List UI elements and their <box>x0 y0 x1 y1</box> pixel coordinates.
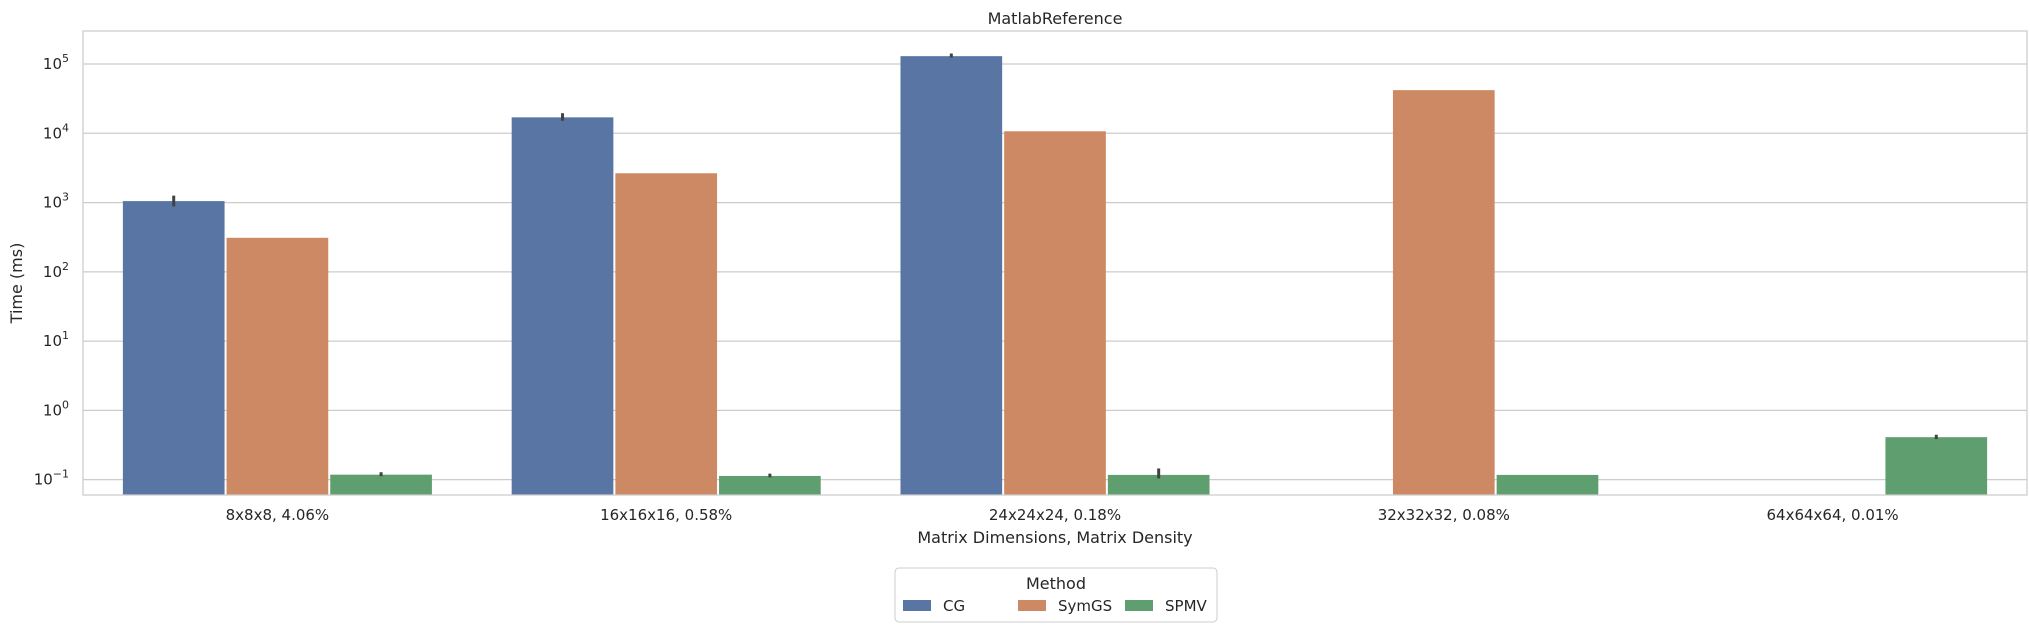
y-tick-label: 100 <box>43 398 69 419</box>
bar-symgs <box>1004 131 1106 495</box>
bar-cg <box>511 117 614 496</box>
legend-label: SymGS <box>1058 597 1112 615</box>
x-tick-labels: 8x8x8, 4.06% 16x16x16, 0.58% 24x24x24, 0.1… <box>226 506 1899 524</box>
x-tick-label: 64x64x64, 0.01% <box>1766 506 1898 524</box>
x-tick-label: 16x16x16, 0.58% <box>600 506 732 524</box>
legend-swatch-spmv <box>1125 600 1153 611</box>
y-tick-label: 104 <box>43 121 69 142</box>
x-tick-label: 24x24x24, 0.18% <box>989 506 1121 524</box>
bar-cg <box>122 201 225 496</box>
chart-title: MatlabReference <box>988 9 1123 28</box>
y-tick-label: 101 <box>43 329 69 350</box>
y-tick-label: 105 <box>43 52 69 73</box>
bar-spmv <box>1496 474 1599 495</box>
legend-title: Method <box>1026 574 1086 593</box>
legend-swatch-symgs <box>1018 600 1046 611</box>
legend-entries: CG SymGS SPMV <box>903 597 1208 615</box>
bar-spmv <box>330 474 432 495</box>
x-axis-label: Matrix Dimensions, Matrix Density <box>917 528 1192 547</box>
bar-cg <box>900 56 1003 495</box>
legend-label: SPMV <box>1165 597 1208 615</box>
bar-spmv <box>1107 474 1210 495</box>
bars <box>122 56 1988 496</box>
y-tick-label: 102 <box>43 260 69 281</box>
bar-symgs <box>1392 90 1495 495</box>
bar-spmv <box>1885 437 1988 495</box>
bar-symgs <box>615 173 718 495</box>
y-tick-label: 103 <box>43 191 69 212</box>
bar-spmv <box>719 475 821 495</box>
legend-label: CG <box>943 597 965 615</box>
y-tick-label: 10−1 <box>34 468 69 489</box>
y-tick-labels: 10−1 100 101 102 103 104 105 <box>34 52 69 489</box>
x-tick-label: 32x32x32, 0.08% <box>1378 506 1510 524</box>
plot-frame <box>82 30 2028 496</box>
y-axis-label: Time (ms) <box>7 243 26 325</box>
bar-symgs <box>226 237 329 496</box>
x-tick-label: 8x8x8, 4.06% <box>226 506 330 524</box>
error-bars <box>172 53 1938 479</box>
legend-swatch-cg <box>903 600 931 611</box>
legend: Method CG SymGS SPMV <box>894 567 1218 623</box>
